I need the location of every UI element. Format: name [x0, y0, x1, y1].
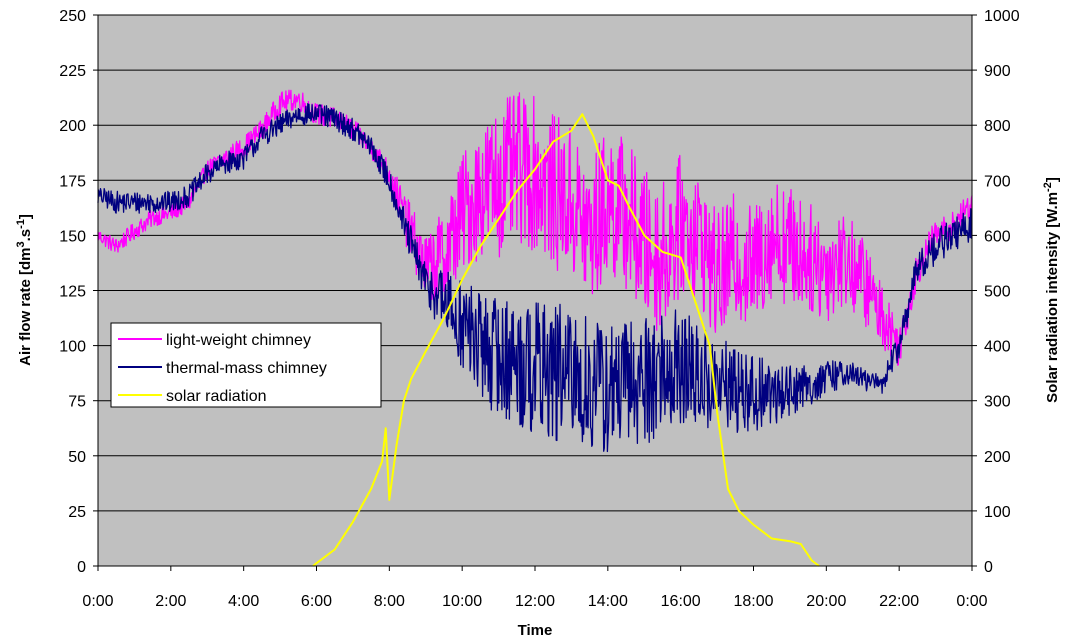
left-axis-title-main: Air flow rate [dm [17, 248, 34, 366]
x-axis-title: Time [518, 622, 553, 639]
y-right-tick-label: 100 [984, 504, 1011, 521]
right-axis-title-end: ] [1044, 177, 1061, 182]
y-left-tick-label: 250 [59, 8, 86, 25]
x-tick-label: 0:00 [82, 593, 113, 610]
tick-labels: 0 25 50 75 100 125 150 175 200 225 250 0 100 200 300 40… [59, 8, 1019, 610]
x-tick-label: 0:00 [956, 593, 987, 610]
right-axis-title-sup: -2 [1042, 182, 1054, 192]
y-right-tick-label: 800 [984, 118, 1011, 135]
y-left-tick-label: 200 [59, 118, 86, 135]
x-tick-label: 2:00 [155, 593, 186, 610]
left-axis-title-end: ] [17, 214, 34, 219]
legend-label-solar: solar radiation [166, 388, 267, 405]
x-tick-label: 4:00 [228, 593, 259, 610]
y-right-tick-label: 1000 [984, 8, 1020, 25]
y-left-tick-label: 100 [59, 339, 86, 356]
legend-label-light-weight: light-weight chimney [166, 332, 311, 349]
right-axis-title-main: Solar radiation intensity [W.m [1044, 192, 1061, 403]
y-right-tick-label: 0 [984, 559, 993, 576]
x-tick-label: 12:00 [515, 593, 555, 610]
x-tick-label: 8:00 [374, 593, 405, 610]
x-tick-label: 20:00 [806, 593, 846, 610]
left-axis-title-sup1: 3 [15, 241, 27, 247]
left-axis-title: Air flow rate [dm3.s-1] [15, 214, 34, 366]
legend: light-weight chimney thermal-mass chimne… [110, 322, 382, 408]
y-right-tick-label: 500 [984, 284, 1011, 301]
y-right-tick-label: 300 [984, 394, 1011, 411]
left-axis-title-sup2: -1 [15, 219, 27, 229]
right-axis-title: Solar radiation intensity [W.m-2] [1042, 177, 1061, 403]
y-right-tick-label: 600 [984, 228, 1011, 245]
x-tick-label: 6:00 [301, 593, 332, 610]
series-lines [97, 89, 973, 567]
y-left-tick-label: 175 [59, 173, 86, 190]
y-right-tick-label: 900 [984, 63, 1011, 80]
y-right-tick-label: 400 [984, 339, 1011, 356]
legend-label-thermal-mass: thermal-mass chimney [166, 360, 327, 377]
x-tick-label: 16:00 [661, 593, 701, 610]
y-left-tick-label: 25 [68, 504, 86, 521]
y-left-tick-label: 75 [68, 394, 86, 411]
y-left-tick-label: 50 [68, 449, 86, 466]
x-tick-label: 10:00 [442, 593, 482, 610]
y-left-tick-label: 125 [59, 284, 86, 301]
x-tick-label: 22:00 [879, 593, 919, 610]
series-line-solar-radiation [312, 113, 820, 567]
y-right-tick-label: 700 [984, 173, 1011, 190]
y-left-tick-label: 150 [59, 228, 86, 245]
y-left-tick-label: 225 [59, 63, 86, 80]
legend-box [110, 322, 382, 408]
left-axis-title-mid: .s [17, 229, 34, 242]
y-left-tick-label: 0 [77, 559, 86, 576]
x-tick-label: 18:00 [733, 593, 773, 610]
x-tick-label: 14:00 [588, 593, 628, 610]
y-right-tick-label: 200 [984, 449, 1011, 466]
series-line-thermal-mass-chimney [97, 102, 973, 453]
